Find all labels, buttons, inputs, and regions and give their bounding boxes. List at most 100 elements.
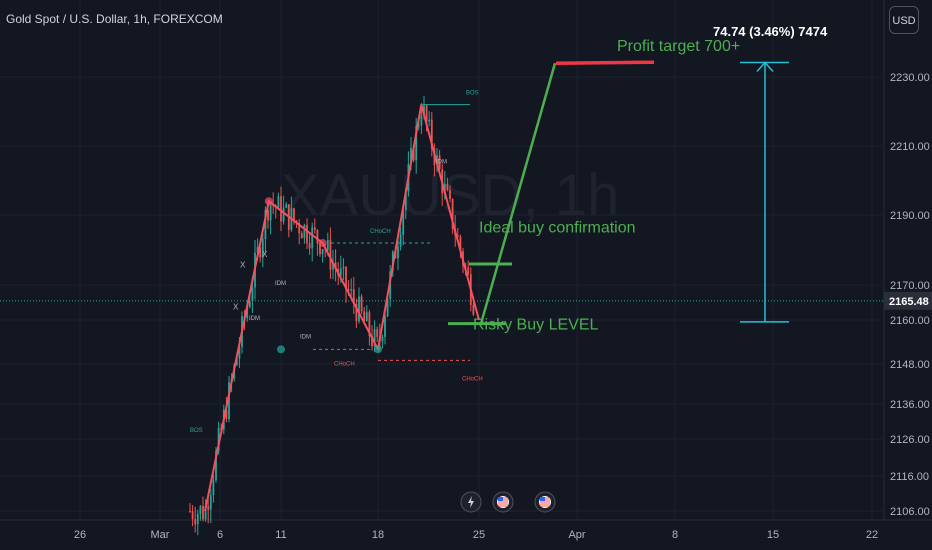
time-tick-label: 11 xyxy=(275,529,286,541)
price-tick-label: 2126.00 xyxy=(890,434,930,446)
event-icons[interactable] xyxy=(460,491,556,513)
candle-body xyxy=(277,196,280,208)
candle-body xyxy=(282,207,285,222)
price-axis[interactable]: 2106.00 2116.00 2126.00 2136.00 2148.00 2160.… xyxy=(884,72,932,518)
candle-body xyxy=(256,247,259,253)
profit-target-label: Profit target 700+ xyxy=(617,38,740,55)
idm-label: IDM xyxy=(275,281,286,287)
candle-body xyxy=(381,336,384,342)
candle-body xyxy=(215,451,217,481)
price-tick-label: 2210.00 xyxy=(890,141,930,153)
ideal-buy-label: Ideal buy confirmation xyxy=(479,220,636,237)
us-flag-icon[interactable] xyxy=(492,491,514,513)
candle-body xyxy=(355,303,358,322)
candle-body xyxy=(189,511,191,512)
x-mark: X xyxy=(233,303,239,312)
price-tick-label: 2148.00 xyxy=(890,359,930,371)
candle-body xyxy=(196,513,199,525)
time-tick-label: 8 xyxy=(672,529,678,541)
candle-body xyxy=(332,262,334,270)
candle-body xyxy=(404,191,407,211)
profit-target-line[interactable] xyxy=(555,60,655,65)
idm-label: IDM xyxy=(436,159,447,165)
candle-body xyxy=(228,382,230,419)
last-price-tag[interactable] xyxy=(884,291,932,310)
price-tick-label: 2136.00 xyxy=(890,399,930,411)
choch-label: CHoCH xyxy=(370,229,391,235)
last-price-label: 2165.48 xyxy=(889,296,929,308)
candle-body xyxy=(300,233,303,239)
measure-readout: 74.74 (3.46%) 7474 xyxy=(713,24,828,39)
candle-body xyxy=(235,358,238,366)
candle-body xyxy=(339,268,342,276)
time-tick-label: Apr xyxy=(568,529,585,541)
candle-body xyxy=(415,126,418,161)
candle-body xyxy=(321,249,324,255)
candle-body xyxy=(319,243,321,255)
time-axis[interactable]: 26 Mar 6 11 18 25 Apr 8 15 22 xyxy=(74,529,878,541)
time-tick-label: 26 xyxy=(74,529,86,541)
candle-body xyxy=(430,119,433,149)
candle-body xyxy=(397,246,399,259)
candle-body xyxy=(428,119,431,122)
candle-body xyxy=(269,204,272,221)
candle-body xyxy=(313,227,316,231)
candle-body xyxy=(202,506,204,520)
candle-body xyxy=(345,267,347,290)
candle-body xyxy=(371,335,373,347)
price-tick-label: 2170.00 xyxy=(890,280,930,292)
candle-body xyxy=(376,329,379,337)
flag-canton xyxy=(498,497,503,501)
candle-body xyxy=(360,296,363,312)
candle-body xyxy=(209,494,212,510)
time-tick-label: Mar xyxy=(151,529,170,541)
candle-body xyxy=(326,240,329,250)
candle-body xyxy=(298,223,301,234)
time-tick-label: 22 xyxy=(866,529,878,541)
us-flag-icon[interactable] xyxy=(534,491,556,513)
candle-body xyxy=(410,148,412,165)
candle-body xyxy=(350,289,353,291)
candle-body xyxy=(207,506,210,510)
candle-body xyxy=(402,210,405,235)
candle-body xyxy=(225,409,228,419)
time-tick-label: 18 xyxy=(372,529,384,541)
currency-button[interactable]: USD xyxy=(889,6,919,34)
choch-label: CHoCH xyxy=(462,377,483,383)
candle-body xyxy=(267,210,269,221)
candle-body xyxy=(373,329,376,347)
candle-body xyxy=(384,316,386,337)
candle-body xyxy=(399,234,402,247)
candle-body xyxy=(264,210,267,239)
candle-body xyxy=(449,190,451,199)
candle-body xyxy=(456,235,459,237)
candle-body xyxy=(438,155,441,170)
candle-body xyxy=(238,346,241,359)
candle-body xyxy=(259,247,262,258)
flag-canton xyxy=(540,497,545,501)
candle-body xyxy=(472,304,475,315)
candle-body xyxy=(204,506,207,520)
bos-label: BOS xyxy=(466,91,479,97)
candle-body xyxy=(358,296,360,322)
overlay: BOS BOS CHoCH CHoCH CHoCH IDM IDM IDM IDM X X X Idea… xyxy=(0,38,884,512)
choch-label: CHoCH xyxy=(334,361,355,367)
candle-body xyxy=(412,148,415,161)
candle-body xyxy=(329,240,332,270)
lightning-glyph xyxy=(468,496,474,508)
bos-label: BOS xyxy=(190,428,203,434)
grid xyxy=(0,0,932,521)
candle-body xyxy=(459,236,462,252)
candle-body xyxy=(199,506,202,514)
price-tick-label: 2190.00 xyxy=(890,210,930,222)
time-tick-label: 25 xyxy=(473,529,485,541)
price-tick-label: 2160.00 xyxy=(890,315,930,327)
swing-low-marker xyxy=(374,345,382,354)
symbol-title[interactable]: Gold Spot / U.S. Dollar, 1h, FOREXCOM xyxy=(6,12,223,26)
price-tick-label: 2106.00 xyxy=(890,506,930,518)
candle-body xyxy=(417,125,420,127)
lightning-icon[interactable] xyxy=(460,491,482,513)
price-tick-label: 2230.00 xyxy=(890,72,930,84)
